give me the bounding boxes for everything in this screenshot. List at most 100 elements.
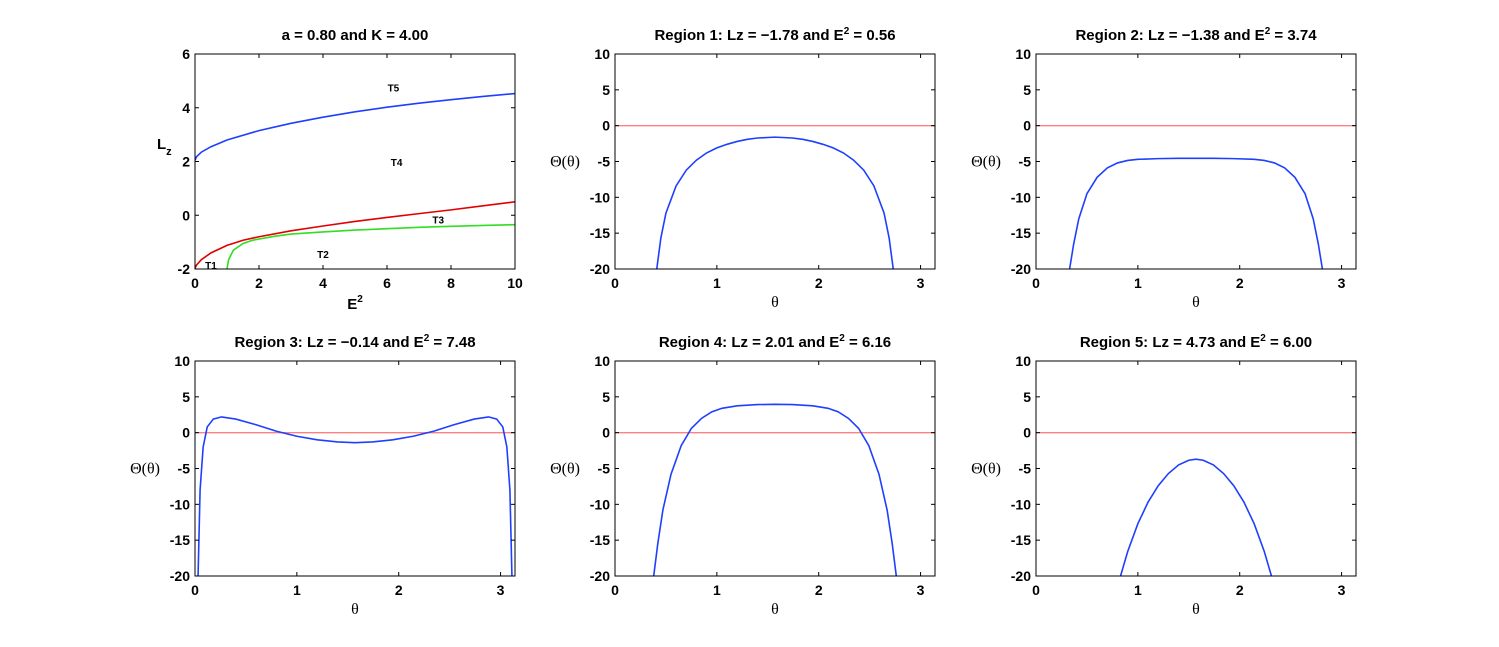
y-tick-label: -20 <box>1011 261 1031 277</box>
y-tick-label: 10 <box>1015 46 1031 62</box>
x-axis-label: E2 <box>347 294 363 313</box>
y-tick-label: -10 <box>590 496 610 512</box>
y-tick-label: -15 <box>1011 532 1031 548</box>
y-tick-label: -15 <box>590 532 610 548</box>
chart-title: Region 2: Lz = −1.38 and E2 = 3.74 <box>1075 26 1317 44</box>
x-tick-label: 8 <box>447 275 455 291</box>
chart-title-suffix: = 7.48 <box>429 334 475 351</box>
chart-title-suffix: = 3.74 <box>1270 27 1317 44</box>
chart-title-superscript: 2 <box>1265 26 1271 37</box>
axes-box <box>614 53 936 270</box>
y-tick-label: -5 <box>598 461 611 477</box>
y-axis-label: Θ(θ) <box>971 154 1001 171</box>
x-tick-label: 0 <box>1032 275 1040 291</box>
chart-title: Region 1: Lz = −1.78 and E2 = 0.56 <box>654 26 895 44</box>
y-tick-label: 0 <box>182 425 190 441</box>
y-tick-label: -15 <box>1011 225 1031 241</box>
x-tick-label: 0 <box>191 275 199 291</box>
y-tick-label: -5 <box>178 461 191 477</box>
chart-title-superscript: 2 <box>844 26 850 37</box>
axes-box <box>1035 53 1357 270</box>
y-axis-label: Θ(θ) <box>971 461 1001 478</box>
x-tick-label: 1 <box>293 582 301 598</box>
y-tick-label: -15 <box>170 532 190 548</box>
y-tick-label: 10 <box>594 46 610 62</box>
series-line-blue <box>652 403 898 576</box>
y-tick-label: -5 <box>598 154 611 170</box>
series-line-blue <box>655 136 895 269</box>
y-tick-label: 0 <box>1023 425 1031 441</box>
chart-title: Region 4: Lz = 2.01 and E2 = 6.16 <box>659 333 891 351</box>
x-tick-label: 0 <box>611 582 619 598</box>
x-tick-label: 2 <box>815 275 823 291</box>
x-tick-label: 1 <box>1134 582 1142 598</box>
axes-box <box>194 360 516 577</box>
y-axis-label: Lz <box>157 136 172 158</box>
chart-title-superscript: 2 <box>424 333 430 344</box>
x-tick-label: 2 <box>815 582 823 598</box>
y-tick-label: 5 <box>1023 389 1031 405</box>
y-tick-label: -20 <box>590 568 610 584</box>
chart-panel-5: 0 1 2 3 -20 -15 -10 -5 0 5 10 Region 4: Lz = 2.01 a… <box>550 333 936 618</box>
y-tick-label: -5 <box>1019 461 1032 477</box>
axes-box <box>194 53 516 270</box>
y-tick-label: 5 <box>1023 82 1031 98</box>
x-tick-label: 10 <box>507 275 523 291</box>
x-axis-label-base: E <box>347 296 357 313</box>
y-axis-label-subscript: z <box>166 146 172 158</box>
y-axis-label: Θ(θ) <box>550 461 580 478</box>
x-axis-label: θ <box>1192 601 1200 618</box>
chart-title-suffix: = 0.56 <box>849 27 895 44</box>
y-tick-label: 10 <box>1015 353 1031 369</box>
chart-title-prefix: Region 3: Lz = −0.14 and E <box>234 334 423 351</box>
chart-panel-4: 0 1 2 3 -20 -15 -10 -5 0 5 10 Region 3: Lz = −0.14 … <box>130 333 516 618</box>
y-tick-label: 0 <box>1023 118 1031 134</box>
y-tick-label: -15 <box>590 225 610 241</box>
chart-panel-3: 0 1 2 3 -20 -15 -10 -5 0 5 10 Region 2: Lz = −1.38 … <box>971 26 1357 311</box>
series-line-blue <box>1119 458 1273 576</box>
y-axis-label-base: L <box>157 136 166 153</box>
y-tick-label: -20 <box>590 261 610 277</box>
y-tick-label: -10 <box>1011 189 1031 205</box>
chart-title-superscript: 2 <box>839 333 845 344</box>
y-axis-label: Θ(θ) <box>550 154 580 171</box>
x-tick-label: 3 <box>917 582 925 598</box>
series-line-blue <box>195 92 515 161</box>
x-axis-label: θ <box>771 601 779 618</box>
x-tick-label: 2 <box>1236 275 1244 291</box>
chart-title-suffix: = 6.16 <box>845 334 891 351</box>
region-label-t1: T1 <box>205 261 217 272</box>
y-tick-label: 0 <box>602 425 610 441</box>
y-tick-label: 10 <box>174 353 190 369</box>
x-tick-label: 0 <box>1032 582 1040 598</box>
x-tick-label: 3 <box>1338 582 1346 598</box>
x-tick-label: 6 <box>383 275 391 291</box>
x-tick-label: 1 <box>713 275 721 291</box>
region-label-t3: T3 <box>432 215 444 226</box>
x-axis-label: θ <box>1192 294 1200 311</box>
x-tick-label: 2 <box>1236 582 1244 598</box>
y-tick-label: -10 <box>590 189 610 205</box>
x-tick-label: 0 <box>191 582 199 598</box>
axes-box <box>1035 360 1357 577</box>
y-tick-label: 0 <box>602 118 610 134</box>
chart-title-superscript: 2 <box>1260 333 1266 344</box>
chart-title-prefix: Region 5: Lz = 4.73 and E <box>1080 334 1260 351</box>
x-tick-label: 3 <box>497 582 505 598</box>
series-line-green <box>226 223 515 269</box>
y-tick-label: 0 <box>182 207 190 223</box>
x-axis-label: θ <box>771 294 779 311</box>
chart-title: Region 5: Lz = 4.73 and E2 = 6.00 <box>1080 333 1312 351</box>
series-line-blue <box>1068 157 1324 269</box>
axes-box <box>614 360 936 577</box>
x-tick-label: 3 <box>1338 275 1346 291</box>
x-tick-label: 4 <box>319 275 327 291</box>
series-line-red <box>195 201 515 269</box>
y-tick-label: 5 <box>602 82 610 98</box>
y-tick-label: 5 <box>182 389 190 405</box>
y-tick-label: 6 <box>182 46 190 62</box>
x-tick-label: 0 <box>611 275 619 291</box>
